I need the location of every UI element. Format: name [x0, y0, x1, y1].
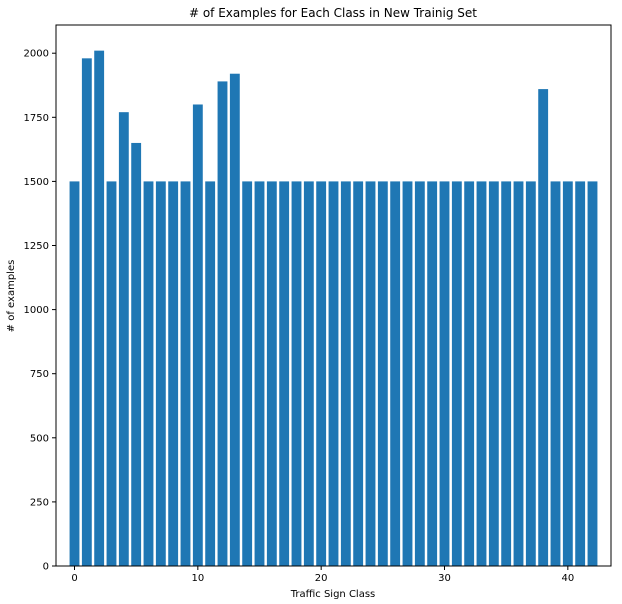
x-tick-label: 10 — [191, 573, 204, 584]
bar-class-12 — [217, 81, 228, 566]
x-tick-label: 30 — [438, 573, 451, 584]
bar-class-27 — [402, 181, 413, 567]
bars-group — [69, 50, 598, 567]
x-axis-label: Traffic Sign Class — [290, 589, 376, 600]
bar-class-24 — [365, 181, 376, 567]
bar-class-41 — [575, 181, 586, 567]
x-tick-label: 40 — [561, 573, 574, 584]
bar-class-0 — [69, 181, 80, 567]
bar-class-25 — [377, 181, 388, 567]
bar-class-37 — [525, 181, 536, 567]
y-tick-label: 1250 — [24, 241, 49, 252]
bar-class-31 — [451, 181, 462, 567]
bar-class-11 — [205, 181, 216, 567]
y-tick-label: 0 — [43, 562, 49, 573]
bar-class-22 — [340, 181, 351, 567]
bar-class-13 — [229, 73, 240, 566]
y-tick-label: 250 — [30, 497, 49, 508]
bar-class-33 — [476, 181, 487, 567]
bar-class-34 — [488, 181, 499, 567]
bar-class-39 — [550, 181, 561, 567]
bar-class-17 — [279, 181, 290, 567]
bar-class-38 — [538, 89, 549, 567]
y-tick-label: 750 — [30, 369, 49, 380]
bar-class-28 — [414, 181, 425, 567]
bar-class-30 — [439, 181, 450, 567]
bar-class-18 — [291, 181, 302, 567]
y-tick-label: 500 — [30, 433, 49, 444]
bar-class-5 — [131, 142, 142, 567]
bar-class-1 — [81, 58, 92, 566]
bar-class-2 — [94, 50, 105, 566]
y-axis-ticks: 0 250 500 750 1000 1250 1500 1750 2000 — [24, 49, 56, 573]
bar-class-40 — [562, 181, 573, 567]
y-axis-label: # of examples — [6, 260, 17, 333]
bar-class-16 — [266, 181, 277, 567]
bar-class-29 — [427, 181, 438, 567]
bar-class-8 — [168, 181, 179, 567]
bar-class-3 — [106, 181, 117, 567]
x-tick-label: 0 — [71, 573, 77, 584]
chart-title: # of Examples for Each Class in New Trai… — [189, 6, 477, 20]
bar-class-35 — [501, 181, 512, 567]
bar-class-20 — [316, 181, 327, 567]
bar-class-7 — [155, 181, 166, 567]
bar-class-21 — [328, 181, 339, 567]
y-tick-label: 1000 — [24, 305, 49, 316]
x-axis-ticks: 0 10 20 30 40 — [71, 566, 574, 584]
bar-class-6 — [143, 181, 154, 567]
bar-class-23 — [353, 181, 364, 567]
bar-class-26 — [390, 181, 401, 567]
bar-class-36 — [513, 181, 524, 567]
bar-class-4 — [118, 112, 129, 566]
x-tick-label: 20 — [315, 573, 328, 584]
bar-class-9 — [180, 181, 191, 567]
bar-class-42 — [587, 181, 598, 567]
bar-class-14 — [242, 181, 253, 567]
y-tick-label: 1500 — [24, 177, 49, 188]
y-tick-label: 1750 — [24, 113, 49, 124]
plot-frame — [55, 24, 612, 567]
bar-class-15 — [254, 181, 265, 567]
bar-class-32 — [464, 181, 475, 567]
bar-class-19 — [303, 181, 314, 567]
bar-class-10 — [192, 104, 203, 567]
y-tick-label: 2000 — [24, 49, 49, 60]
